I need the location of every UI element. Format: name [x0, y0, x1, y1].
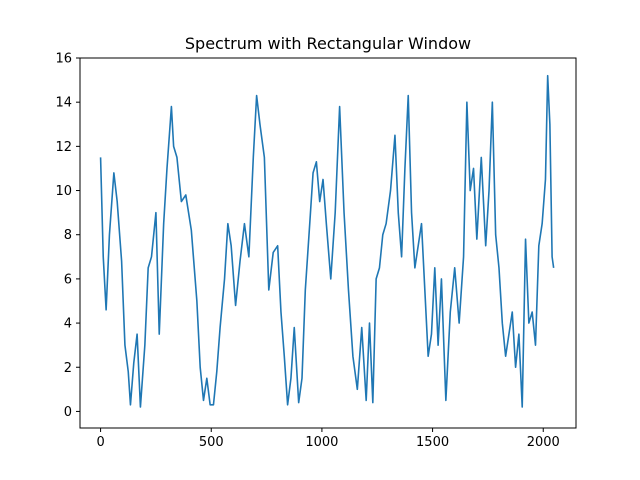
y-tick-label: 4 — [64, 317, 72, 332]
series-layer — [99, 74, 555, 408]
x-tick-label: 1000 — [305, 435, 338, 450]
y-tick-label: 14 — [55, 96, 72, 111]
y-tick-label: 0 — [64, 405, 72, 420]
y-tick-label: 10 — [55, 184, 72, 199]
chart-title: Spectrum with Rectangular Window — [185, 34, 471, 53]
x-tick-label: 2000 — [527, 435, 560, 450]
x-tick-label: 500 — [199, 435, 224, 450]
y-tick-label: 8 — [64, 228, 72, 243]
y-tick-label: 2 — [64, 361, 72, 376]
tick-layer: 0 500 1000 1500 2000 0 2 4 6 8 10 12 14 16 — [55, 52, 559, 451]
series-line-0 — [99, 74, 555, 408]
plot-frame — [79, 57, 577, 429]
x-tick-label: 1500 — [416, 435, 449, 450]
y-tick-label: 16 — [55, 52, 72, 67]
y-tick-label: 12 — [55, 140, 72, 155]
x-tick-label: 0 — [96, 435, 104, 450]
y-tick-label: 6 — [64, 272, 72, 287]
